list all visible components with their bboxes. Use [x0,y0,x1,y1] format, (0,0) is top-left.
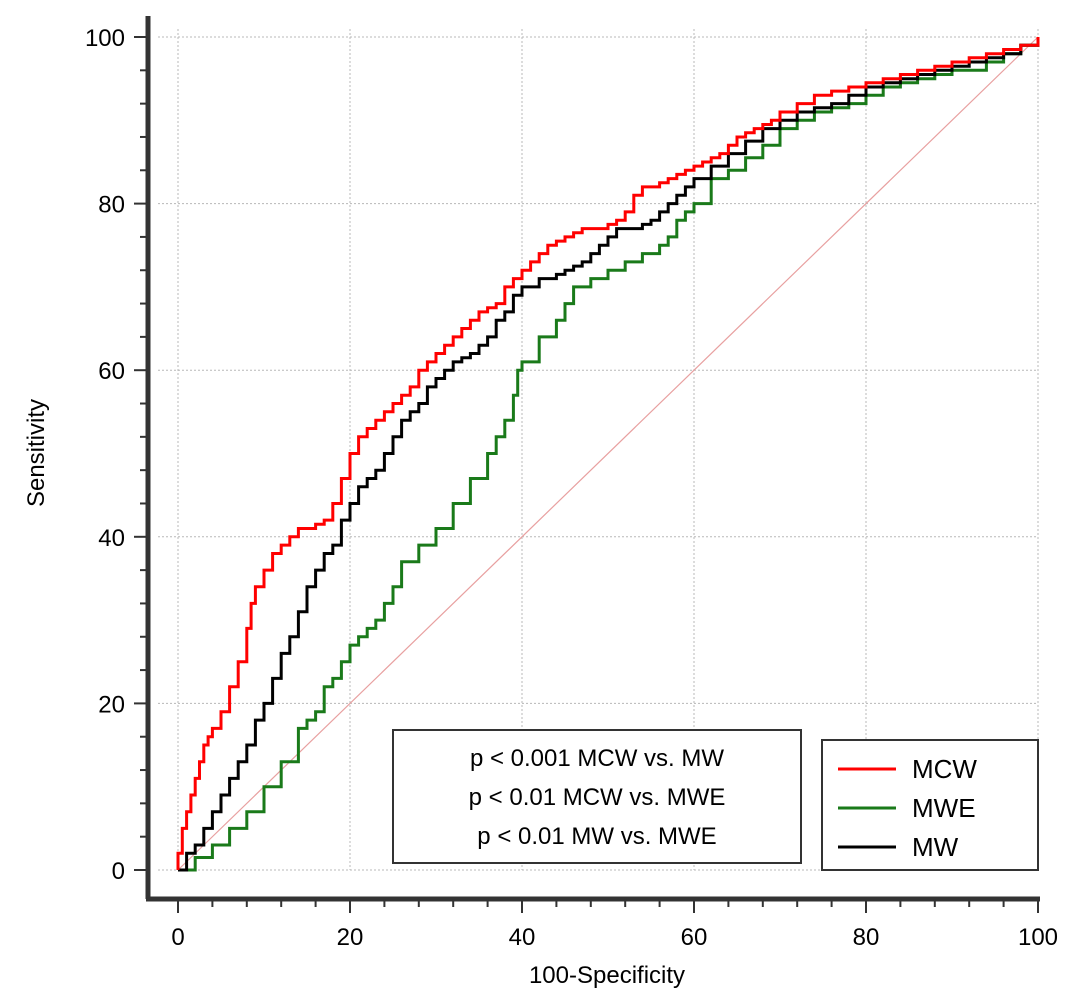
axes [145,16,1040,902]
y-tick-label: 40 [98,525,125,552]
y-tick-label: 60 [98,358,125,385]
series-line-mcw [176,37,1040,870]
y-tick-label: 80 [98,192,125,219]
legend-label-mcw: MCW [912,754,977,784]
reference-diagonal [177,36,1039,871]
x-tick-label: 100 [1018,924,1058,951]
annotation-box: p < 0.001 MCW vs. MW p < 0.01 MCW vs. MW… [392,729,802,864]
reference-line [177,36,1039,871]
y-axis-title: Sensitivity [23,399,50,507]
x-tick-label: 20 [337,924,364,951]
x-tick-label: 0 [171,924,184,951]
grid [158,29,1039,871]
series-line-mw [178,37,1040,872]
annotation-line-1: p < 0.001 MCW vs. MW [470,745,724,772]
series-line-mwe [178,37,1040,872]
legend-label-mwe: MWE [912,793,976,823]
series-layer [176,37,1040,872]
x-tick-label: 40 [509,924,536,951]
y-tick-label: 20 [98,691,125,718]
legend: MCW MWE MW [821,739,1039,871]
x-axis-title: 100-Specificity [529,962,685,989]
annotation-line-2: p < 0.01 MCW vs. MWE [469,784,726,811]
x-tick-label: 60 [681,924,708,951]
ticks: 0 20 40 60 80 100 0 20 40 60 80 100 [85,25,1058,951]
x-tick-label: 80 [853,924,880,951]
y-tick-label: 100 [85,25,125,52]
annotation-line-3: p < 0.01 MW vs. MWE [477,823,716,850]
legend-label-mw: MW [912,832,959,862]
y-tick-label: 0 [112,858,125,885]
